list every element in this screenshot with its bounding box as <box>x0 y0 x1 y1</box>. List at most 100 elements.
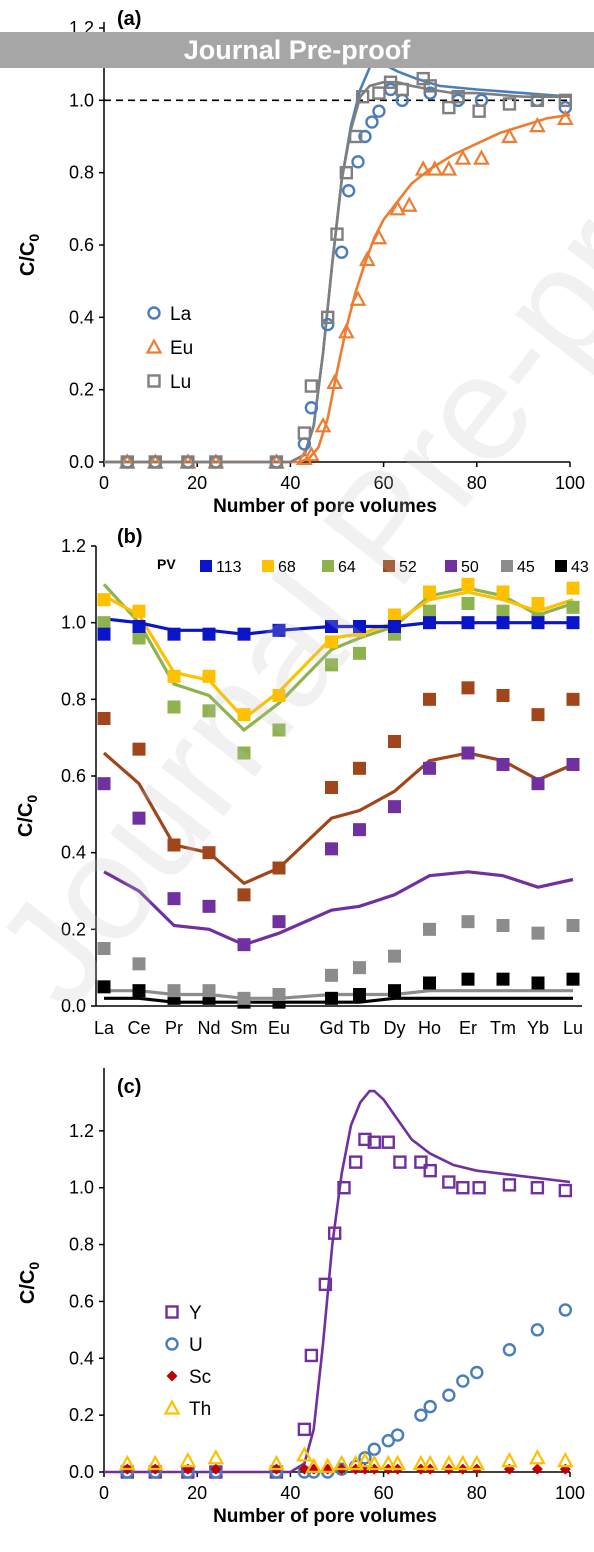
data-point-pv-45 <box>237 991 251 1005</box>
data-point-pv-64 <box>325 658 338 672</box>
data-point-Lu <box>423 79 437 93</box>
legend-marker-Sc <box>166 1370 178 1382</box>
data-point-Y <box>318 1277 333 1292</box>
y-axis-label: C/C0 <box>15 795 40 837</box>
y-tick-label: 0.8 <box>69 1235 94 1255</box>
data-point-U <box>456 1374 470 1388</box>
data-point-pv-52 <box>237 888 251 902</box>
category-label: Lu <box>563 1018 583 1038</box>
data-point-La <box>334 245 349 259</box>
legend-label-Lu: Lu <box>170 372 191 393</box>
data-point-Y <box>337 1181 351 1195</box>
x-tick-label: 80 <box>467 1483 487 1503</box>
category-label: Tm <box>490 1018 516 1038</box>
y-tick-label: 0.8 <box>69 163 94 183</box>
data-point-Lu <box>330 227 344 241</box>
data-point-pv-45 <box>531 926 545 940</box>
data-point-pv-45 <box>461 915 475 929</box>
data-point-Th <box>501 1451 518 1468</box>
data-point-pv-45 <box>132 957 146 971</box>
data-point-Lu <box>209 455 223 469</box>
data-point-pv-52 <box>325 781 338 794</box>
data-point-Eu <box>473 149 490 165</box>
data-point-pv-50 <box>325 842 338 856</box>
data-point-pv-68 <box>461 577 475 591</box>
data-point-La <box>365 115 379 129</box>
data-point-Lu <box>339 165 354 180</box>
data-point-pv-43 <box>566 972 580 986</box>
category-label: Ho <box>418 1018 441 1038</box>
data-point-La <box>351 155 365 169</box>
data-point-Y <box>502 1178 517 1192</box>
x-tick-label: 60 <box>374 1483 394 1503</box>
category-label: Nd <box>197 1018 220 1038</box>
data-point-Eu <box>389 200 406 216</box>
y-tick-label: 0.0 <box>69 452 94 472</box>
data-point-Lu <box>355 90 370 104</box>
data-point-pv-52 <box>132 742 146 756</box>
category-label: La <box>94 1018 115 1038</box>
data-point-Lu <box>416 71 430 86</box>
y-tick-label: 0.8 <box>61 689 86 709</box>
data-point-pv-50 <box>423 761 436 775</box>
x-tick-label: 20 <box>187 1483 207 1503</box>
y-tick-label: 0.6 <box>69 1291 94 1311</box>
y-tick-label: 0.2 <box>69 380 94 400</box>
data-point-La <box>341 184 356 198</box>
data-point-Y <box>456 1181 470 1195</box>
legend-label-La: La <box>170 304 192 325</box>
legend-label-Y: Y <box>189 1303 202 1324</box>
data-point-Lu <box>320 310 335 325</box>
data-point-pv-43 <box>461 972 475 986</box>
legend-marker-43 <box>555 560 567 572</box>
data-point-pv-52 <box>566 692 580 706</box>
data-point-Th <box>356 1451 374 1468</box>
data-point-pv-113 <box>167 627 181 641</box>
data-point-Y <box>530 1181 545 1195</box>
data-point-Eu <box>358 250 376 267</box>
data-point-pv-50 <box>461 746 475 760</box>
legend-c: YU Sc Th <box>163 1303 211 1420</box>
data-point-Lu <box>442 100 456 115</box>
data-point-Th <box>268 1454 285 1471</box>
legend-label-Sc: Sc <box>189 1367 211 1388</box>
legend-label-45: 45 <box>517 559 535 576</box>
data-point-pv-64 <box>272 723 286 737</box>
data-point-Th <box>454 1454 472 1471</box>
y-tick-label: 0.6 <box>61 766 86 786</box>
y-tick-label: 0.0 <box>69 1462 94 1482</box>
data-point-Th <box>468 1454 486 1471</box>
fit-curve-Eu <box>104 113 571 464</box>
data-point-pv-64 <box>237 746 251 760</box>
data-point-Th <box>319 1457 337 1473</box>
data-point-pv-52 <box>97 712 111 725</box>
data-point-pv-64 <box>132 631 146 645</box>
data-point-Lu <box>269 455 284 469</box>
data-point-pv-68 <box>423 585 436 599</box>
y-tick-label: 0.4 <box>69 307 94 327</box>
data-point-pv-64 <box>353 646 366 660</box>
data-point-pv-50 <box>202 899 216 913</box>
data-point-pv-113 <box>353 620 366 633</box>
data-point-pv-68 <box>97 593 111 607</box>
data-point-Lu <box>502 97 517 111</box>
data-point-Lu <box>451 90 465 104</box>
panel-label: (a) <box>117 8 141 30</box>
data-point-Th <box>118 1454 136 1471</box>
legend-marker-Eu <box>145 338 163 354</box>
data-point-La <box>372 104 386 118</box>
category-label: Ce <box>127 1018 150 1038</box>
data-point-pv-52 <box>388 735 401 748</box>
data-point-pv-50 <box>531 777 545 791</box>
legend-label-64: 64 <box>338 559 356 576</box>
data-point-pv-43 <box>388 984 401 998</box>
data-point-pv-68 <box>496 585 510 599</box>
legend-marker-64 <box>322 560 334 572</box>
data-point-pv-68 <box>202 669 216 683</box>
data-point-Th <box>347 1454 364 1471</box>
y-tick-label: 1.0 <box>69 90 94 110</box>
data-point-pv-113 <box>202 627 216 641</box>
data-point-pv-64 <box>202 704 216 718</box>
data-point-pv-64 <box>461 597 475 610</box>
